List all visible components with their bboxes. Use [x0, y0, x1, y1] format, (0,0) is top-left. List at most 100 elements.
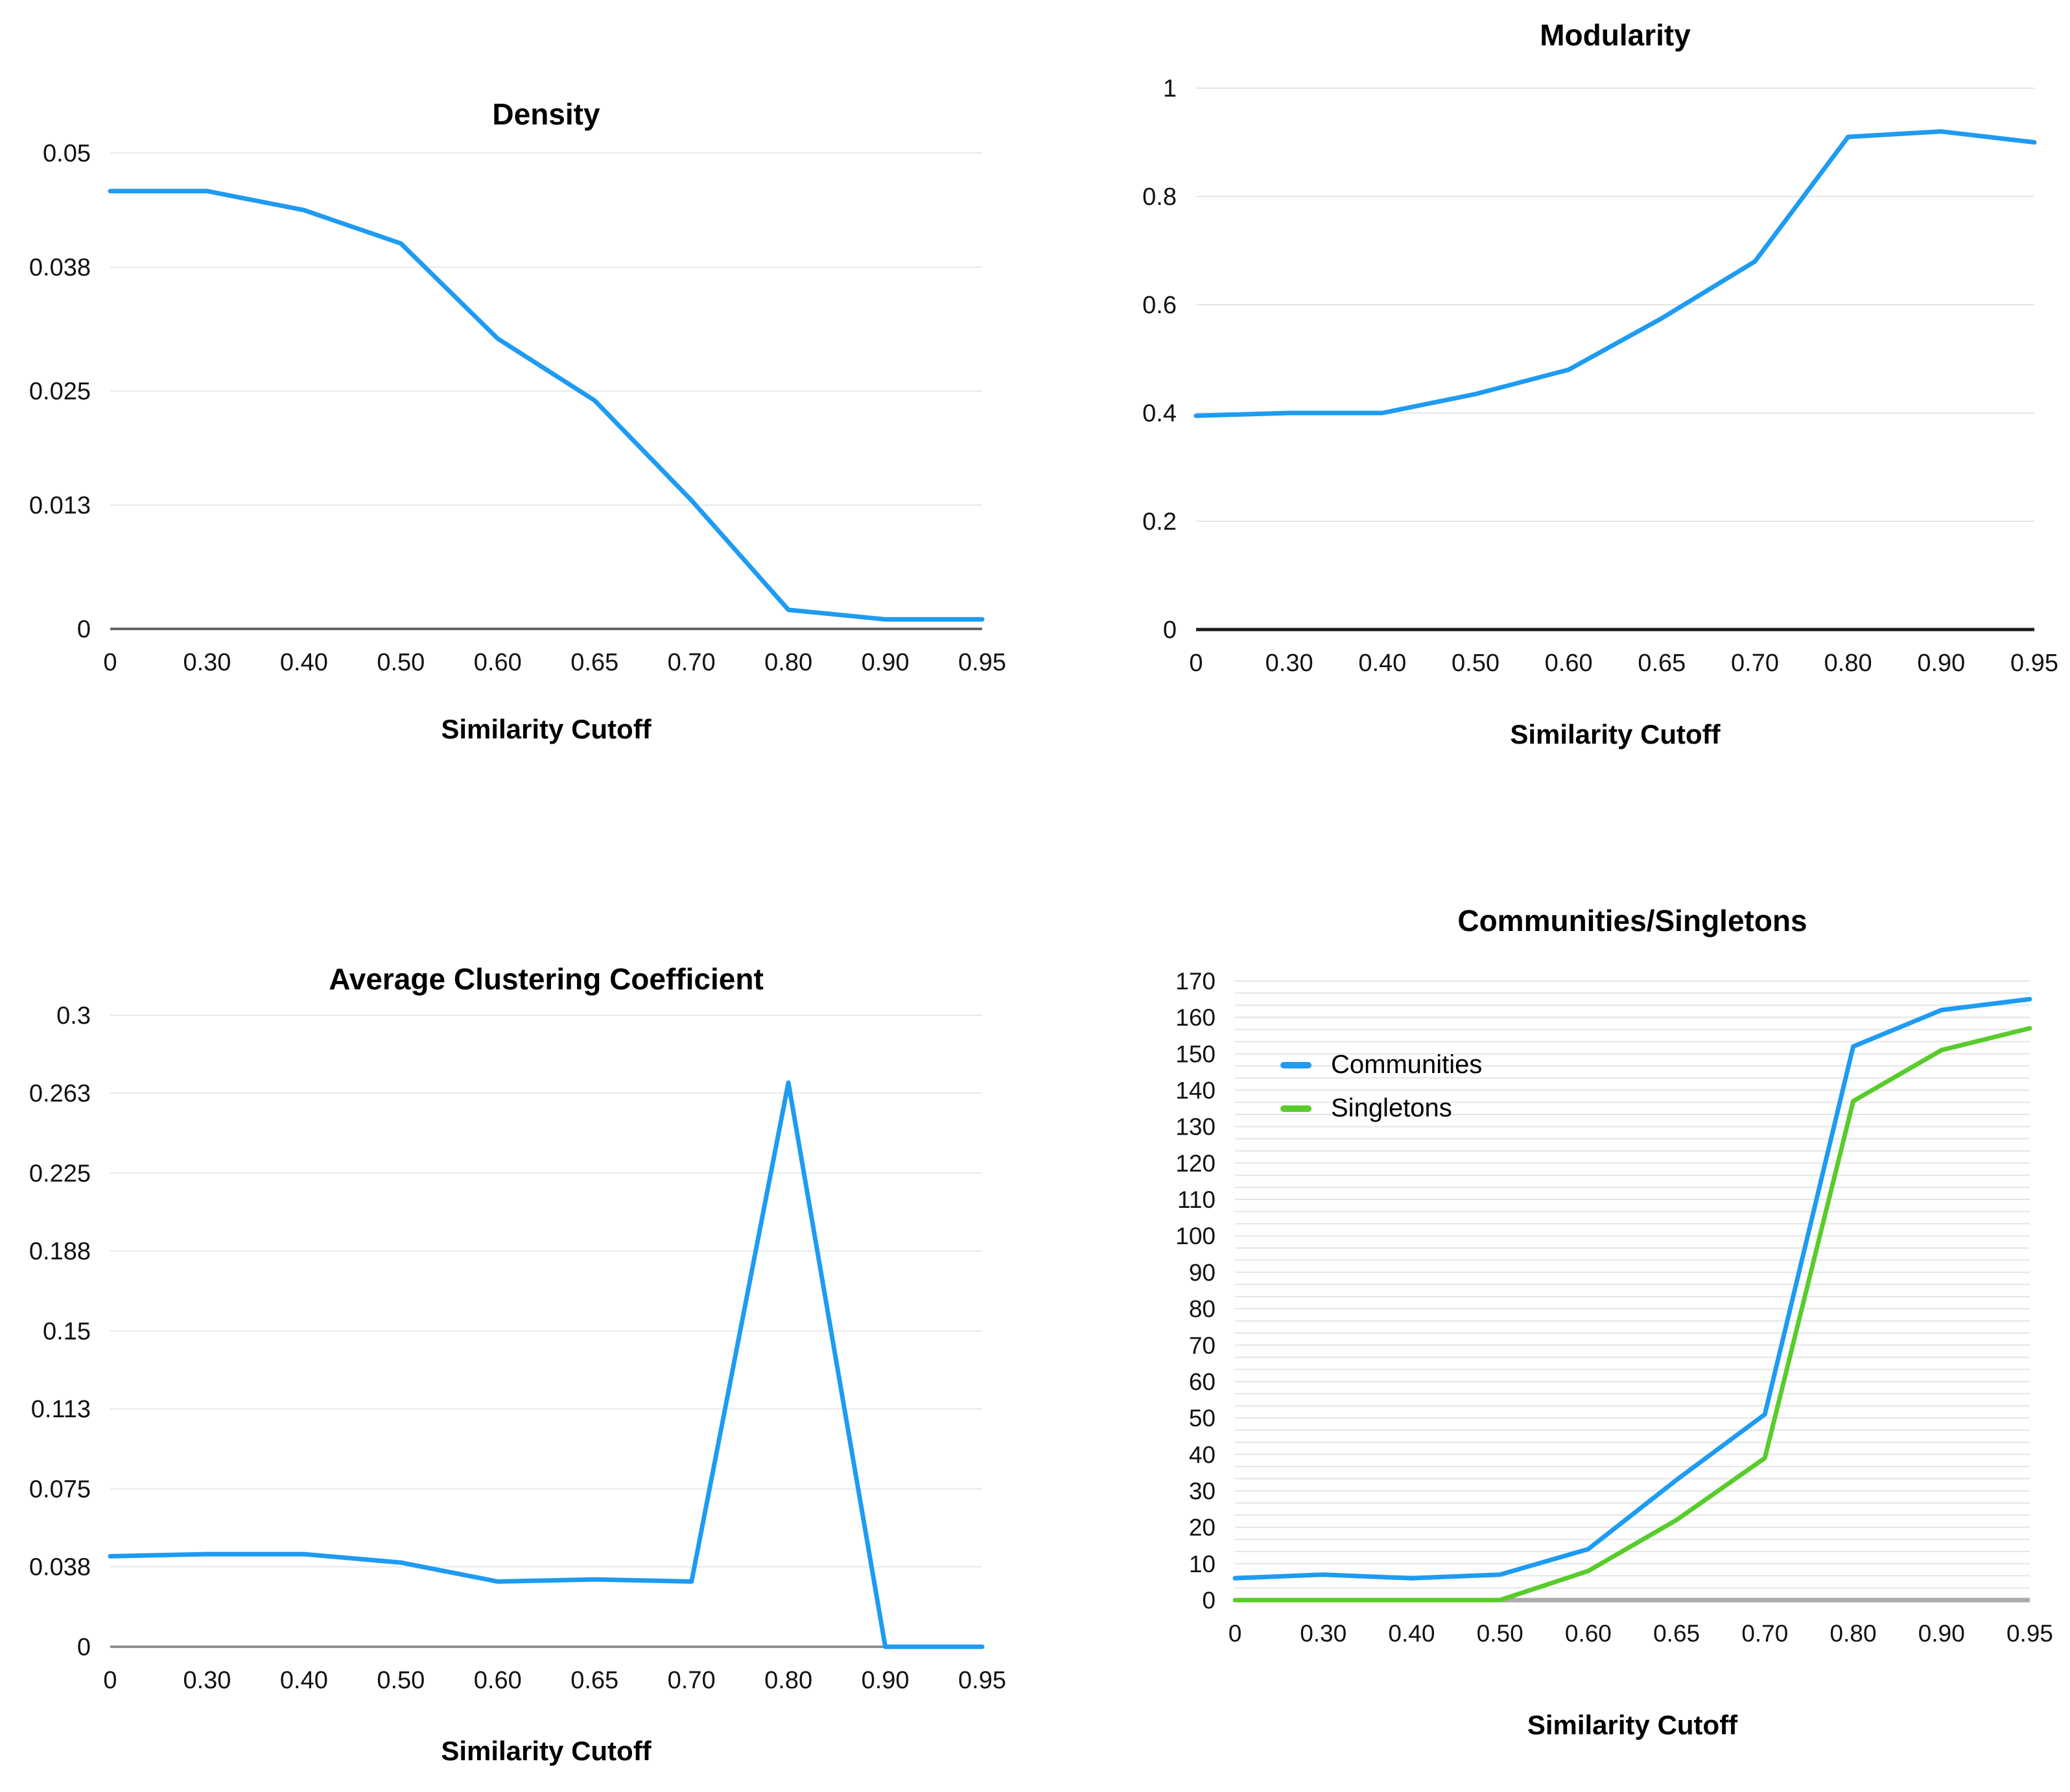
svg-text:0.225: 0.225: [29, 1161, 91, 1188]
svg-text:0: 0: [77, 1634, 91, 1661]
svg-text:90: 90: [1189, 1259, 1216, 1286]
svg-text:0.65: 0.65: [1653, 1620, 1700, 1647]
communities-line-swatch: [1280, 1061, 1311, 1068]
svg-text:10: 10: [1189, 1551, 1216, 1577]
svg-text:0.90: 0.90: [1917, 650, 1965, 677]
svg-text:0.40: 0.40: [1358, 650, 1406, 677]
svg-text:0.90: 0.90: [1918, 1620, 1965, 1647]
svg-text:0.80: 0.80: [764, 649, 812, 676]
svg-text:150: 150: [1175, 1041, 1216, 1067]
modularity-plot: 0 0.2 0.4 0.6 0.8 1 0 0.30 0.40 0.50 0.60 0.65 0.70 0…: [1142, 75, 2058, 677]
svg-text:0.50: 0.50: [1477, 1620, 1523, 1647]
svg-text:0.30: 0.30: [183, 1667, 231, 1694]
chart-title-avg-clustering: Average Clustering Coefficient: [329, 962, 764, 996]
density-plot: 0 0.013 0.025 0.038 0.05 0 0.30 0.40 0.50 0.60 0.6…: [29, 141, 1006, 676]
singletons-line-swatch: [1280, 1105, 1311, 1112]
svg-text:0.2: 0.2: [1142, 508, 1177, 536]
svg-text:0.263: 0.263: [29, 1080, 91, 1107]
svg-text:110: 110: [1177, 1186, 1216, 1213]
svg-text:0.65: 0.65: [570, 649, 618, 676]
svg-text:1: 1: [1163, 75, 1177, 102]
density-chart: Density 0 0.013 0.025 0.038 0.05 0 0.30 0.40 0.5…: [0, 0, 1008, 896]
svg-text:0.113: 0.113: [31, 1396, 91, 1423]
svg-text:0.188: 0.188: [29, 1238, 91, 1266]
svg-text:0.8: 0.8: [1142, 183, 1177, 211]
svg-text:0.30: 0.30: [183, 649, 231, 676]
svg-text:160: 160: [1175, 1004, 1216, 1031]
svg-text:0.30: 0.30: [1265, 650, 1313, 677]
svg-text:0.40: 0.40: [1388, 1620, 1435, 1647]
svg-text:0.65: 0.65: [570, 1667, 618, 1694]
communities-singletons-plot: 0 10 20 30 40 50 60 70 80 90 100 110 120 130 140 150 160…: [1175, 968, 2053, 1647]
svg-text:0.80: 0.80: [764, 1667, 812, 1694]
svg-text:0.50: 0.50: [1452, 650, 1500, 677]
legend-item-singletons: Singletons: [1280, 1094, 1482, 1123]
svg-text:0.40: 0.40: [280, 1667, 328, 1694]
chart-title-density: Density: [492, 97, 600, 131]
svg-text:0.95: 0.95: [2010, 650, 2058, 677]
svg-text:0.65: 0.65: [1638, 650, 1686, 677]
svg-text:0.60: 0.60: [1565, 1620, 1612, 1647]
svg-text:0.3: 0.3: [56, 1004, 91, 1030]
x-axis-title-density: Similarity Cutoff: [441, 714, 652, 744]
chart-title-communities-singletons: Communities/Singletons: [1457, 904, 1807, 937]
svg-text:0.70: 0.70: [668, 1667, 716, 1694]
legend: Communities Singletons: [1280, 1050, 1482, 1123]
svg-text:140: 140: [1175, 1078, 1216, 1104]
communities-singletons-chart: Communities/Singletons 0 10 20 30 40 50 60 70 80…: [1008, 896, 2070, 1792]
svg-text:0.15: 0.15: [43, 1318, 91, 1345]
svg-text:0.95: 0.95: [958, 1667, 1006, 1694]
svg-text:0.70: 0.70: [668, 649, 716, 676]
svg-text:130: 130: [1175, 1114, 1216, 1140]
svg-text:50: 50: [1189, 1405, 1216, 1432]
svg-text:170: 170: [1175, 968, 1216, 995]
svg-text:0: 0: [1229, 1620, 1242, 1647]
x-axis-title-avg-clustering: Similarity Cutoff: [441, 1736, 652, 1766]
svg-text:0.075: 0.075: [29, 1476, 91, 1503]
svg-text:100: 100: [1175, 1223, 1216, 1249]
svg-text:60: 60: [1189, 1369, 1216, 1395]
legend-item-communities: Communities: [1280, 1050, 1482, 1079]
svg-text:80: 80: [1189, 1296, 1216, 1323]
legend-label-communities: Communities: [1331, 1050, 1483, 1079]
svg-text:0.95: 0.95: [2006, 1620, 2053, 1647]
svg-text:0.80: 0.80: [1824, 650, 1872, 677]
svg-text:0: 0: [1189, 650, 1203, 677]
svg-text:0.30: 0.30: [1300, 1620, 1347, 1647]
svg-text:0.90: 0.90: [862, 649, 910, 676]
svg-text:0.4: 0.4: [1142, 400, 1177, 427]
avg-clustering-chart: Average Clustering Coefficient 0 0.038 0.0…: [0, 896, 1008, 1792]
svg-text:40: 40: [1189, 1441, 1216, 1468]
modularity-chart: Modularity 0 0.2 0.4 0.6 0.8 1 0 0.30 0.40 0.50 0.…: [1008, 0, 2070, 896]
svg-text:0.40: 0.40: [280, 649, 328, 676]
svg-text:0.025: 0.025: [29, 378, 91, 405]
svg-text:0.80: 0.80: [1830, 1620, 1877, 1647]
svg-text:0: 0: [1163, 617, 1177, 644]
chart-title-modularity: Modularity: [1540, 18, 1691, 52]
svg-text:0.60: 0.60: [474, 649, 522, 676]
svg-text:0.50: 0.50: [377, 1667, 425, 1694]
x-axis-title-communities-singletons: Similarity Cutoff: [1527, 1710, 1738, 1740]
svg-text:0.038: 0.038: [29, 1554, 91, 1581]
svg-text:0.038: 0.038: [29, 254, 91, 281]
svg-text:0.70: 0.70: [1731, 650, 1779, 677]
svg-text:0.50: 0.50: [377, 649, 425, 676]
svg-text:0.013: 0.013: [29, 492, 91, 519]
svg-text:0: 0: [103, 649, 117, 676]
svg-text:120: 120: [1175, 1150, 1216, 1177]
svg-text:0.95: 0.95: [958, 649, 1006, 676]
svg-text:0: 0: [103, 1667, 117, 1694]
svg-text:0.90: 0.90: [862, 1667, 910, 1694]
svg-text:0.70: 0.70: [1741, 1620, 1788, 1647]
svg-text:20: 20: [1189, 1515, 1216, 1541]
legend-label-singletons: Singletons: [1331, 1094, 1452, 1122]
svg-text:0.60: 0.60: [474, 1667, 522, 1694]
svg-text:0: 0: [1202, 1587, 1216, 1614]
x-axis-title-modularity: Similarity Cutoff: [1510, 719, 1721, 749]
svg-text:0: 0: [77, 616, 91, 643]
svg-text:30: 30: [1189, 1478, 1216, 1504]
svg-text:0.05: 0.05: [43, 141, 91, 167]
svg-text:0.6: 0.6: [1142, 292, 1177, 319]
